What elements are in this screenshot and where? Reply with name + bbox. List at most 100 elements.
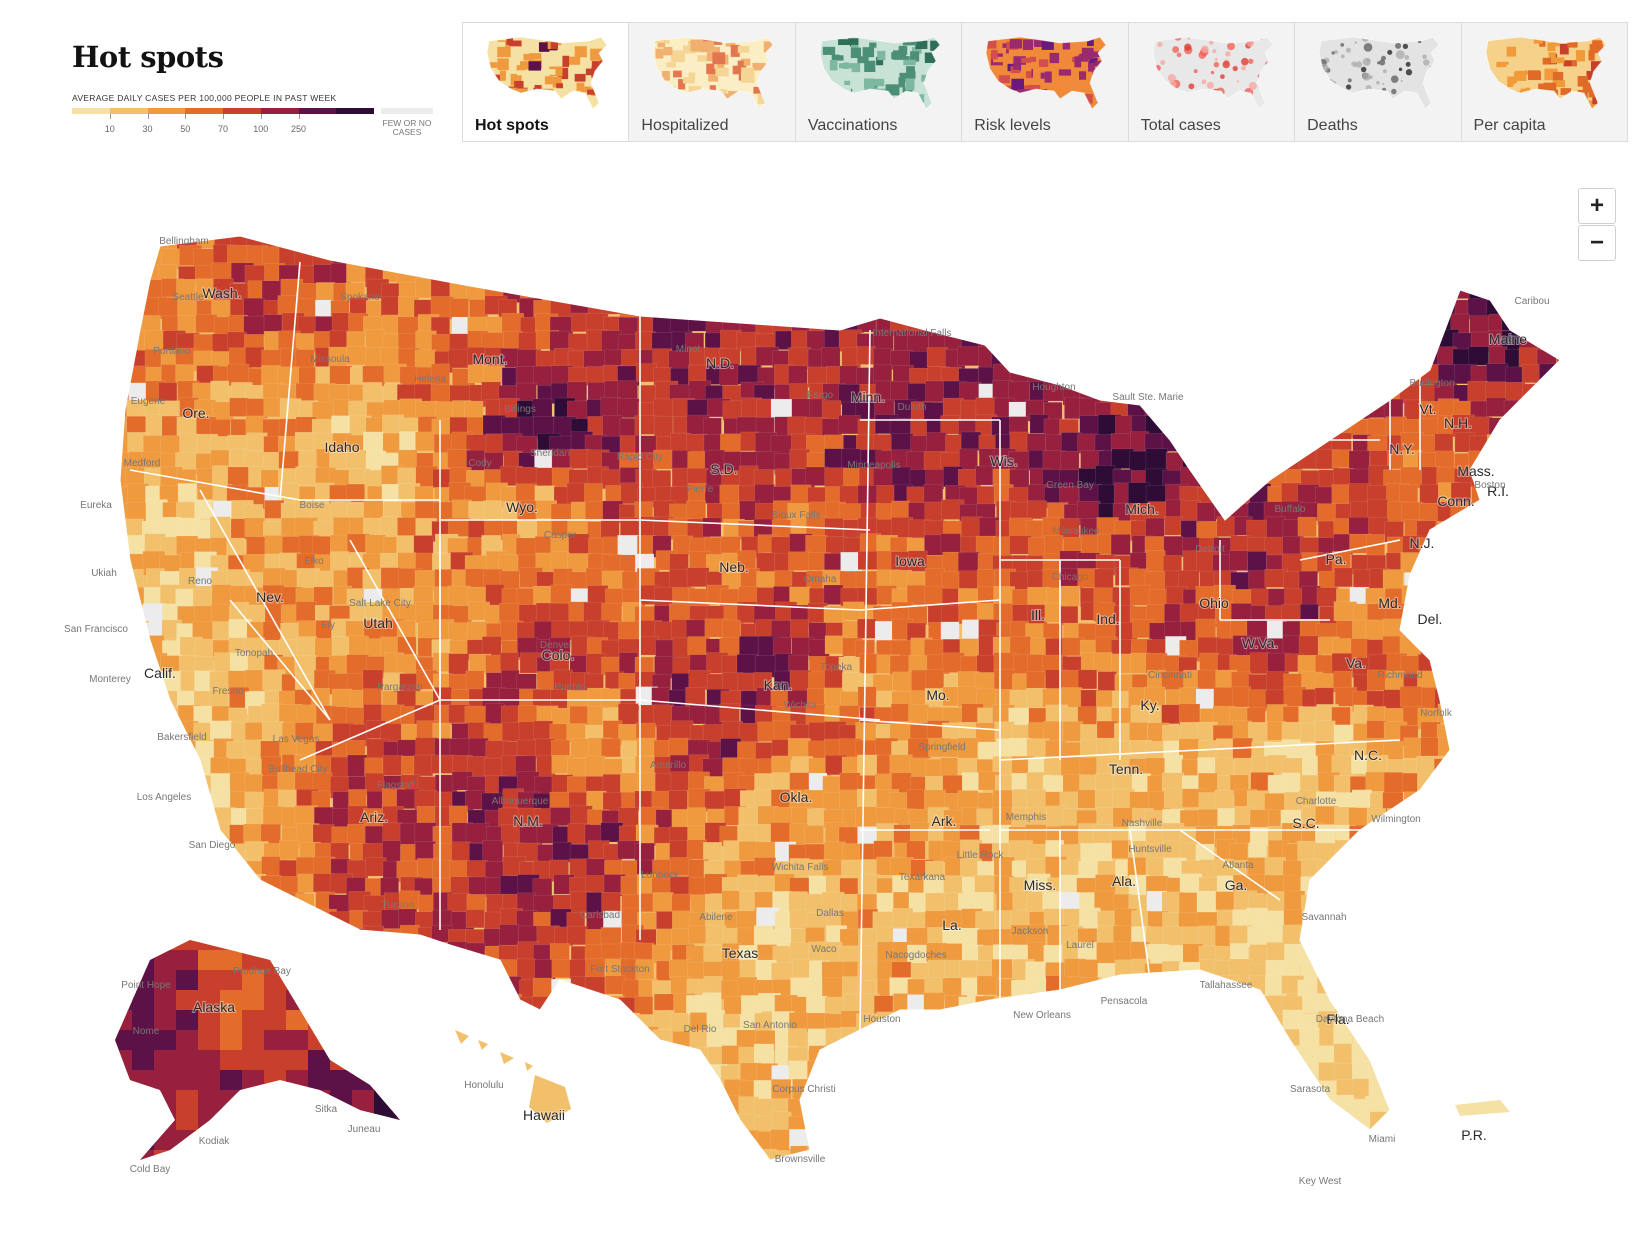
county-cell[interactable] xyxy=(1453,551,1475,574)
county-cell[interactable] xyxy=(756,232,779,253)
county-cell[interactable] xyxy=(468,1047,491,1068)
county-cell[interactable] xyxy=(366,1046,388,1067)
county-cell[interactable] xyxy=(282,1165,302,1186)
county-cell[interactable] xyxy=(1214,992,1234,1014)
county-cell[interactable] xyxy=(1046,1097,1066,1118)
county-cell[interactable] xyxy=(1502,772,1525,795)
county-cell[interactable] xyxy=(1554,654,1574,674)
county-cell[interactable] xyxy=(909,1113,932,1135)
county-cell[interactable] xyxy=(1487,1167,1507,1188)
county-cell[interactable] xyxy=(959,261,981,285)
county-cell[interactable] xyxy=(925,299,948,319)
county-cell[interactable] xyxy=(1385,350,1409,370)
county-cell[interactable] xyxy=(1111,653,1131,674)
county-cell[interactable] xyxy=(518,1128,538,1149)
county-cell[interactable] xyxy=(1093,248,1116,271)
county-cell[interactable] xyxy=(739,263,759,284)
county-cell[interactable] xyxy=(1215,1012,1235,1033)
county-cell[interactable] xyxy=(601,602,623,623)
county-cell[interactable] xyxy=(451,959,472,981)
county-cell[interactable] xyxy=(1385,246,1405,267)
county-cell[interactable] xyxy=(1487,892,1510,912)
county-cell[interactable] xyxy=(160,840,182,864)
county-cell[interactable] xyxy=(430,229,453,252)
county-cell[interactable] xyxy=(1060,1098,1083,1119)
county-cell[interactable] xyxy=(1196,349,1219,373)
county-cell[interactable] xyxy=(1045,347,1065,367)
county-cell[interactable] xyxy=(294,431,318,451)
county-cell[interactable] xyxy=(1505,706,1528,728)
county-cell[interactable] xyxy=(821,346,841,369)
county-cell[interactable] xyxy=(926,347,949,368)
county-cell[interactable] xyxy=(892,1147,915,1168)
county-cell[interactable] xyxy=(1164,402,1185,424)
county-cell[interactable] xyxy=(484,228,507,249)
county-cell[interactable] xyxy=(1129,365,1150,388)
county-cell[interactable] xyxy=(569,1063,589,1083)
county-cell[interactable] xyxy=(942,1045,962,1066)
county-cell[interactable] xyxy=(1485,1130,1508,1151)
county-cell[interactable] xyxy=(1536,994,1557,1016)
county-cell[interactable] xyxy=(198,950,222,972)
county-cell[interactable] xyxy=(807,1164,829,1185)
county-cell[interactable] xyxy=(1178,279,1202,301)
county-cell[interactable] xyxy=(1300,1113,1324,1135)
county-cell[interactable] xyxy=(1094,789,1115,811)
county-cell[interactable] xyxy=(941,229,962,249)
county-cell[interactable] xyxy=(1539,1133,1562,1154)
county-cell[interactable] xyxy=(1519,961,1543,984)
county-cell[interactable] xyxy=(1331,960,1354,983)
county-cell[interactable] xyxy=(1281,366,1304,388)
county-cell[interactable] xyxy=(1452,945,1472,964)
county-cell[interactable] xyxy=(604,975,626,995)
county-cell[interactable] xyxy=(942,1011,963,1033)
county-cell[interactable] xyxy=(396,1030,420,1052)
county-cell[interactable] xyxy=(978,1043,1002,1066)
county-cell[interactable] xyxy=(381,995,404,1018)
county-cell[interactable] xyxy=(1419,261,1440,282)
county-cell[interactable] xyxy=(621,1030,643,1053)
county-cell[interactable] xyxy=(143,928,165,950)
county-cell[interactable] xyxy=(1336,230,1359,251)
county-cell[interactable] xyxy=(127,823,148,846)
county-cell[interactable] xyxy=(1450,860,1470,880)
county-cell[interactable] xyxy=(1010,265,1033,285)
county-cell[interactable] xyxy=(838,415,861,435)
county-cell[interactable] xyxy=(1302,247,1326,267)
county-cell[interactable] xyxy=(262,1094,286,1114)
county-cell[interactable] xyxy=(823,584,844,605)
county-cell[interactable] xyxy=(857,754,880,777)
county-cell[interactable] xyxy=(1417,1148,1438,1170)
county-cell[interactable] xyxy=(974,1077,996,1097)
county-cell[interactable] xyxy=(1471,687,1491,710)
county-cell[interactable] xyxy=(1025,264,1047,284)
county-cell[interactable] xyxy=(143,825,167,845)
county-cell[interactable] xyxy=(1552,432,1573,455)
county-cell[interactable] xyxy=(247,1112,267,1134)
county-cell[interactable] xyxy=(400,1113,421,1136)
county-cell[interactable] xyxy=(229,397,249,417)
county-cell[interactable] xyxy=(569,705,590,727)
county-cell[interactable] xyxy=(1434,993,1456,1014)
county-cell[interactable] xyxy=(1229,1010,1252,1032)
county-cell[interactable] xyxy=(808,1130,832,1150)
county-cell[interactable] xyxy=(1419,1094,1443,1115)
county-cell[interactable] xyxy=(1333,401,1354,423)
county-cell[interactable] xyxy=(352,990,376,1012)
county-cell[interactable] xyxy=(1521,686,1544,709)
county-cell[interactable] xyxy=(1434,279,1457,300)
county-cell[interactable] xyxy=(587,1096,609,1119)
county-cell[interactable] xyxy=(1062,280,1082,300)
county-cell[interactable] xyxy=(617,1079,641,1101)
county-cell[interactable] xyxy=(362,431,384,452)
county-cell[interactable] xyxy=(109,603,128,625)
county-cell[interactable] xyxy=(891,1129,915,1152)
county-cell[interactable] xyxy=(449,805,468,826)
county-cell[interactable] xyxy=(1538,707,1560,727)
county-cell[interactable] xyxy=(1503,535,1525,558)
county-cell[interactable] xyxy=(126,1095,150,1117)
county-cell[interactable] xyxy=(1471,232,1493,251)
county-cell[interactable] xyxy=(1521,670,1542,689)
county-cell[interactable] xyxy=(374,990,398,1012)
county-cell[interactable] xyxy=(825,1130,847,1153)
